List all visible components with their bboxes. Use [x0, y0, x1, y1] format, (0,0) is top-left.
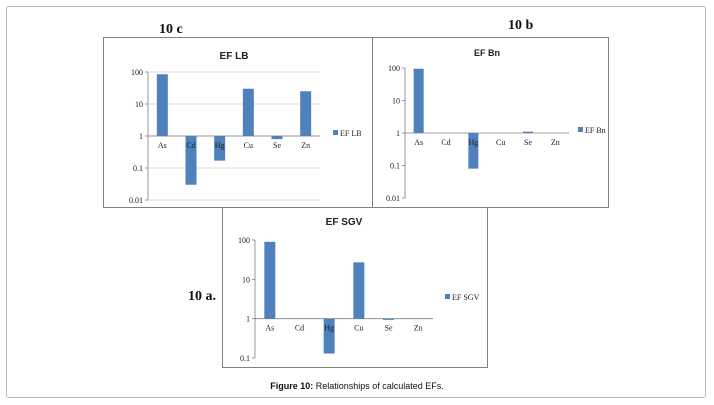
- legend-label: EF Bn: [585, 126, 606, 135]
- bar-cu: [353, 262, 365, 319]
- x-tick-label: As: [158, 141, 167, 150]
- bar-cd: [185, 136, 197, 185]
- y-tick-label: 1: [396, 129, 400, 138]
- bar-se: [523, 131, 533, 133]
- panel-label-10b: 10 b: [508, 18, 534, 33]
- chart-title: EF LB: [220, 51, 249, 62]
- y-tick-label: 100: [388, 64, 400, 73]
- chart-ef-sgv: EF SGV 100 10 1 0.1 As Cd Hg Cu Se Zn EF SGV: [238, 217, 480, 363]
- y-tick-label: 0.1: [133, 164, 143, 173]
- x-tick-label: Zn: [301, 141, 310, 150]
- x-tick-label: Cd: [441, 138, 450, 147]
- x-tick-label: Se: [524, 138, 532, 147]
- bar-zn: [300, 91, 312, 136]
- x-tick-label: Cd: [186, 141, 195, 150]
- x-tick-label: Hg: [468, 138, 478, 147]
- bar-se: [383, 318, 394, 320]
- x-tick-label: As: [265, 324, 274, 333]
- bar-hg: [468, 133, 479, 169]
- legend-label: EF LB: [340, 129, 362, 138]
- bar-se: [271, 136, 283, 140]
- bar-as: [264, 241, 276, 319]
- bar-as: [156, 74, 168, 136]
- y-tick-label: 100: [238, 236, 250, 245]
- chart-title: EF SGV: [326, 217, 363, 228]
- chart-panel-ef-bn: EF Bn 100 10 1 0.1 0.01 As Cd Hg Cu Se Zn EF Bn: [372, 37, 609, 208]
- legend-swatch: [578, 127, 583, 132]
- y-tick-label: 10: [135, 100, 143, 109]
- x-tick-label: Cu: [496, 138, 505, 147]
- caption-text: Relationships of calculated EFs.: [313, 381, 444, 391]
- y-tick-label: 1: [246, 315, 250, 324]
- panel-label-10a: 10 a.: [188, 289, 216, 304]
- x-tick-label: Se: [385, 324, 393, 333]
- y-tick-label: 10: [392, 97, 400, 106]
- x-tick-label: Cd: [295, 324, 304, 333]
- x-tick-label: Cu: [244, 141, 253, 150]
- x-tick-label: Zn: [551, 138, 560, 147]
- legend-swatch: [333, 130, 338, 135]
- legend-label: EF SGV: [452, 293, 480, 302]
- y-tick-label: 10: [242, 275, 250, 284]
- y-tick-label: 0.1: [390, 162, 400, 171]
- x-tick-label: Zn: [414, 324, 423, 333]
- bar-hg: [323, 318, 335, 354]
- x-tick-label: Hg: [215, 141, 225, 150]
- chart-panel-ef-lb: EF LB 100 10 1 0.1 0.01 As Cd Hg Cu Se Zn EF LB: [103, 37, 373, 208]
- bar-hg: [214, 136, 226, 161]
- figure-frame: [6, 6, 706, 398]
- y-tick-label: 0.01: [129, 196, 143, 205]
- x-tick-label: Hg: [324, 324, 334, 333]
- y-tick-label: 100: [131, 68, 143, 77]
- chart-title: EF Bn: [474, 48, 500, 58]
- x-tick-label: Cu: [354, 324, 363, 333]
- chart-ef-bn: EF Bn 100 10 1 0.1 0.01 As Cd Hg Cu Se Zn EF Bn: [386, 48, 606, 203]
- x-tick-label: Se: [273, 141, 281, 150]
- y-tick-label: 0.1: [240, 354, 250, 363]
- caption-prefix: Figure 10:: [270, 381, 314, 391]
- x-tick-label: As: [414, 138, 423, 147]
- bar-cu: [242, 88, 254, 136]
- figure-caption: Figure 10: Relationships of calculated E…: [0, 381, 714, 391]
- bar-as: [413, 68, 424, 133]
- y-tick-label: 1: [139, 132, 143, 141]
- chart-panel-ef-sgv: EF SGV 100 10 1 0.1 As Cd Hg Cu Se Zn EF SGV: [222, 207, 488, 368]
- chart-ef-lb: EF LB 100 10 1 0.1 0.01 As Cd Hg Cu Se Zn EF LB: [129, 51, 362, 205]
- panel-label-10c: 10 c: [159, 22, 183, 37]
- legend-swatch: [445, 294, 450, 299]
- y-tick-label: 0.01: [386, 194, 400, 203]
